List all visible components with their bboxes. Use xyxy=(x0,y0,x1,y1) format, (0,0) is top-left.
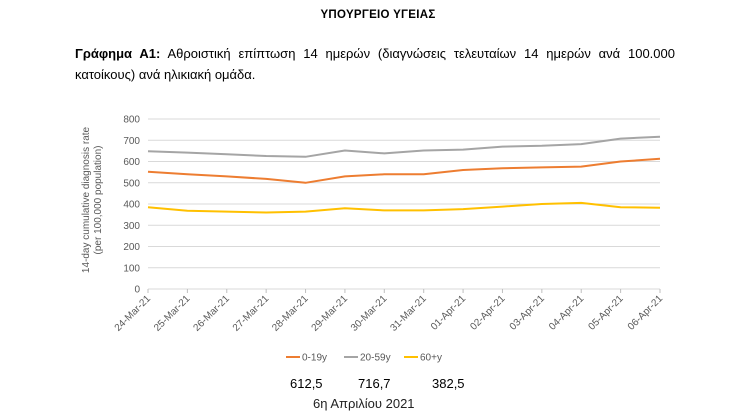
y-tick-label: 100 xyxy=(123,263,140,274)
x-tick-label: 06-Apr-21 xyxy=(626,293,666,333)
caption-label: Γράφημα Α1: xyxy=(75,46,161,61)
x-tick-label: 04-Apr-21 xyxy=(547,293,587,333)
x-tick-label: 01-Apr-21 xyxy=(429,293,469,333)
y-tick-label: 800 xyxy=(123,115,140,126)
legend-label: 20-59y xyxy=(360,353,391,364)
x-tick-label: 05-Apr-21 xyxy=(587,293,627,333)
x-tick-label: 02-Apr-21 xyxy=(468,293,508,333)
y-tick-label: 700 xyxy=(123,136,140,147)
y-tick-label: 300 xyxy=(123,221,140,232)
legend-label: 0-19y xyxy=(302,353,327,364)
y-tick-label: 0 xyxy=(134,285,140,296)
series-lines xyxy=(147,135,661,214)
y-tick-labels: 0 100 200 300 400 500 600 700 800 xyxy=(123,115,140,296)
series-line-1 xyxy=(147,135,661,158)
y-tick-label: 200 xyxy=(123,242,140,253)
total-value-0-19y: 612,5 xyxy=(290,376,323,391)
y-axis-label-line2: (per 100,000 population) xyxy=(93,146,104,255)
total-value-60plus: 382,5 xyxy=(432,376,465,391)
x-tick-labels: 24-Mar-2125-Mar-2126-Mar-2127-Mar-2128-M… xyxy=(113,289,666,334)
chart-legend: 0-19y 20-59y 60+y xyxy=(286,353,442,364)
x-tick-label: 26-Mar-21 xyxy=(191,293,232,334)
y-tick-label: 500 xyxy=(123,178,140,189)
chart-caption: Γράφημα Α1: Αθροιστική επίπτωση 14 ημερώ… xyxy=(75,43,675,85)
x-tick-label: 30-Mar-21 xyxy=(349,293,390,334)
caption-text: Αθροιστική επίπτωση 14 ημερών (διαγνώσει… xyxy=(75,46,675,82)
y-axis-label-line1: 14-day cumulative diagnosis rate xyxy=(81,126,92,273)
x-tick-label: 24-Mar-21 xyxy=(113,293,154,334)
grid-lines xyxy=(148,118,660,290)
x-tick-label: 03-Apr-21 xyxy=(508,293,548,333)
x-tick-label: 29-Mar-21 xyxy=(310,293,351,334)
y-tick-label: 400 xyxy=(123,200,140,211)
ministry-header: ΥΠΟΥΡΓΕΙΟ ΥΓΕΙΑΣ xyxy=(320,9,436,21)
x-tick-label: 27-Mar-21 xyxy=(231,293,272,334)
series-line-2 xyxy=(147,201,661,214)
x-tick-label: 28-Mar-21 xyxy=(270,293,311,334)
total-value-20-59y: 716,7 xyxy=(358,376,391,391)
legend-label: 60+y xyxy=(420,353,442,364)
x-tick-label: 25-Mar-21 xyxy=(152,293,193,334)
y-tick-label: 600 xyxy=(123,157,140,168)
series-line-0 xyxy=(147,157,661,184)
x-tick-label: 31-Mar-21 xyxy=(388,293,429,334)
